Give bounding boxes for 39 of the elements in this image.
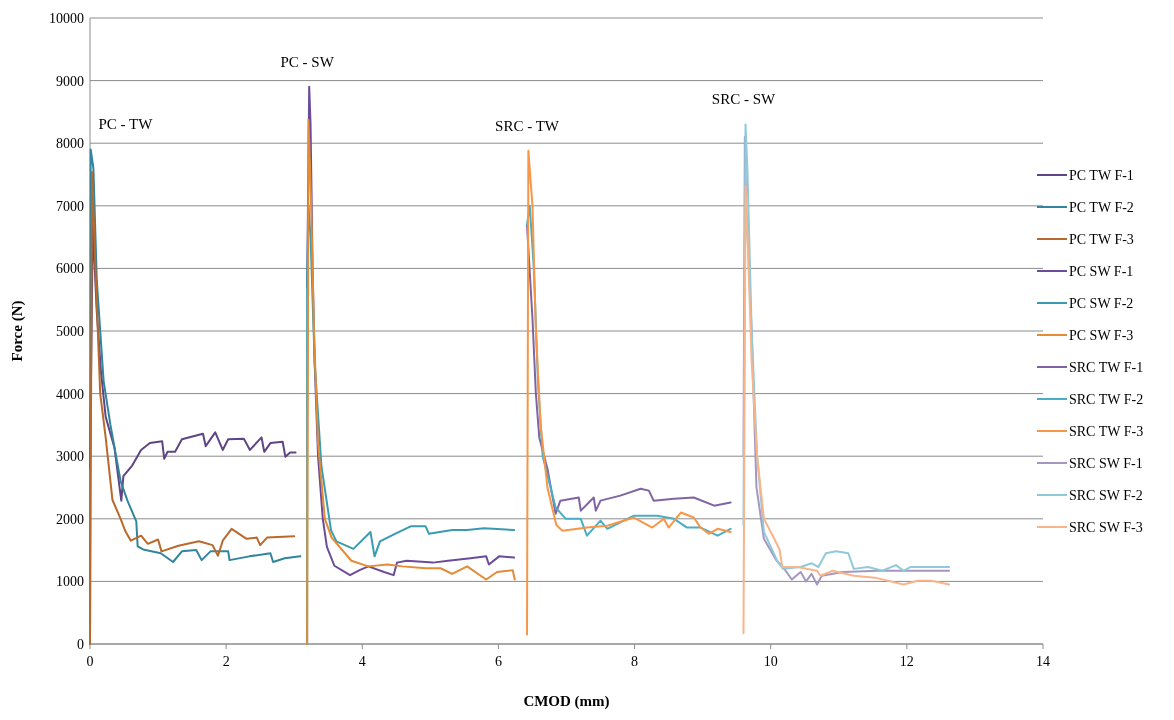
legend-label: SRC TW F-2 (1069, 392, 1144, 407)
y-tick-label: 9000 (56, 73, 84, 89)
legend-label: PC TW F-2 (1069, 200, 1134, 215)
x-tick-label: 14 (1036, 654, 1050, 669)
legend-label: PC SW F-2 (1069, 296, 1134, 311)
x-axis-title: CMOD (mm) (523, 693, 610, 710)
y-tick-label: 6000 (56, 261, 84, 277)
y-tick-label: 2000 (56, 511, 84, 527)
legend-label: SRC SW F-1 (1069, 456, 1143, 471)
x-tick-label: 0 (86, 654, 94, 669)
y-tick-label: 1000 (56, 574, 84, 590)
y-tick-label: 7000 (56, 198, 84, 214)
y-tick-label: 8000 (56, 136, 84, 152)
legend-label: SRC SW F-2 (1069, 488, 1143, 503)
x-tick-label: 2 (222, 654, 230, 669)
x-tick-label: 6 (494, 654, 502, 669)
y-tick-label: 10000 (49, 11, 84, 26)
legend-label: PC SW F-3 (1069, 328, 1134, 343)
legend-label: PC SW F-1 (1069, 264, 1134, 279)
y-axis-title: Force (N) (9, 300, 26, 362)
y-tick-label: 3000 (56, 449, 84, 465)
legend-label: SRC TW F-1 (1069, 360, 1144, 375)
annotation: SRC - SW (711, 91, 776, 108)
x-tick-label: 12 (899, 654, 914, 669)
y-tick-label: 4000 (56, 386, 84, 402)
x-tick-label: 10 (763, 654, 778, 669)
legend-label: SRC SW F-3 (1069, 520, 1143, 535)
annotation: PC - TW (98, 116, 154, 133)
legend-label: PC TW F-1 (1069, 168, 1134, 183)
annotation: SRC - TW (495, 117, 560, 134)
line-series (526, 149, 732, 636)
legend-label: SRC TW F-3 (1069, 424, 1144, 439)
x-tick-label: 4 (358, 654, 366, 669)
line-series (742, 184, 951, 635)
legend-label: PC TW F-3 (1069, 232, 1134, 247)
y-tick-label: 0 (77, 637, 84, 652)
x-tick-label: 8 (631, 654, 639, 669)
annotation: PC - SW (280, 53, 335, 70)
y-tick-label: 5000 (56, 324, 84, 339)
